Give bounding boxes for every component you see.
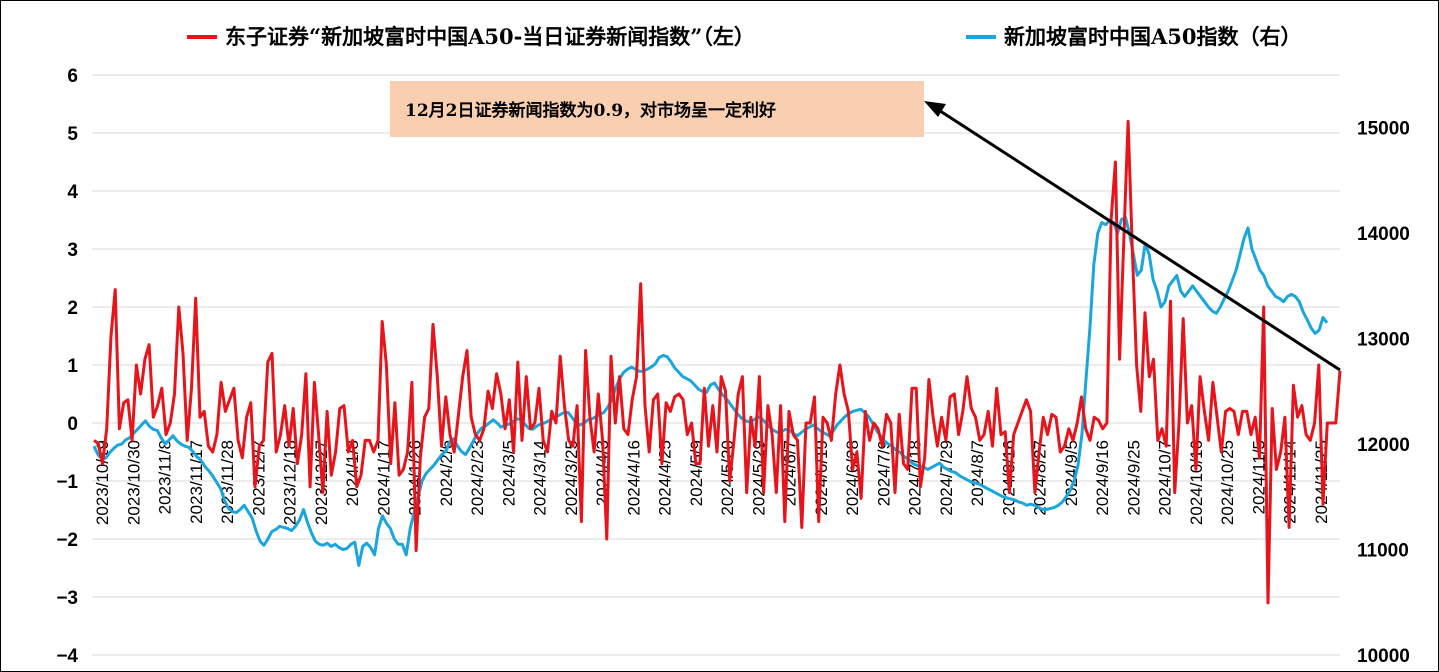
annotation-arrow-head bbox=[924, 101, 946, 117]
y-right-tick-label: 12000 bbox=[1357, 435, 1410, 456]
x-tick-label: 2024/3/25 bbox=[562, 440, 581, 516]
x-tick-label: 2024/4/16 bbox=[624, 440, 643, 516]
x-tick-label: 2024/2/23 bbox=[468, 440, 487, 516]
y-left-tick-label: 5 bbox=[67, 124, 78, 145]
annotation-box bbox=[390, 81, 924, 137]
series-line-news-index bbox=[93, 119, 1342, 605]
x-tick-label: 2024/7/29 bbox=[937, 440, 956, 516]
y-left-tick-label: 6 bbox=[67, 66, 78, 87]
y-axis-left: −4 −3 −2 −1 0 1 2 3 4 5 6 bbox=[56, 66, 78, 667]
y-right-tick-label: 14000 bbox=[1357, 224, 1410, 245]
y-left-tick-label: −2 bbox=[56, 530, 78, 551]
series-line-a50-index bbox=[92, 215, 1329, 567]
y-right-tick-label: 11000 bbox=[1357, 541, 1409, 562]
x-tick-label: 2024/7/9 bbox=[874, 440, 893, 506]
x-tick-label: 2023/10/19 bbox=[93, 440, 112, 525]
x-tick-label: 2024/1/8 bbox=[343, 440, 362, 506]
x-tick-label: 2024/11/5 bbox=[1249, 440, 1268, 514]
y-left-tick-label: −4 bbox=[56, 646, 78, 667]
y-left-tick-label: −1 bbox=[56, 472, 78, 493]
x-tick-label: 2024/10/7 bbox=[1156, 440, 1175, 516]
x-tick-label: 2024/5/9 bbox=[687, 440, 706, 506]
legend-label-a50-index: 新加坡富时中国A50指数（右） bbox=[1004, 24, 1302, 49]
x-tick-label: 2024/9/25 bbox=[1124, 440, 1143, 516]
x-tick-label: 2023/11/17 bbox=[187, 440, 206, 524]
y-right-tick-label: 13000 bbox=[1357, 330, 1410, 351]
annotation-text: 12月2日证券新闻指数为0.9，对市场呈一定利好 bbox=[405, 100, 776, 121]
x-axis-tick-labels: 2023/10/19 2023/10/30 2023/11/8 2023/11/17 2… bbox=[93, 440, 1331, 525]
x-tick-label: 2024/10/25 bbox=[1218, 440, 1237, 525]
legend-label-news-index: 东子证券“新加坡富时中国A50-当日证券新闻指数”（左） bbox=[225, 24, 755, 49]
y-right-tick-label: 15000 bbox=[1357, 119, 1410, 140]
x-tick-label: 2024/10/16 bbox=[1187, 440, 1206, 525]
annotation-arrow-line bbox=[933, 105, 1341, 372]
x-tick-label: 2024/9/5 bbox=[1062, 440, 1081, 506]
x-tick-label: 2023/11/28 bbox=[218, 440, 237, 524]
gridlines bbox=[92, 74, 1340, 656]
x-tick-label: 2023/10/30 bbox=[124, 440, 143, 525]
x-tick-label: 2024/8/27 bbox=[1031, 440, 1050, 516]
annotation: 12月2日证券新闻指数为0.9，对市场呈一定利好 bbox=[390, 81, 1341, 372]
x-tick-label: 2024/4/25 bbox=[656, 440, 675, 516]
x-tick-label: 2024/8/7 bbox=[968, 440, 987, 506]
y-left-tick-label: 2 bbox=[67, 298, 78, 319]
y-left-tick-label: 3 bbox=[67, 240, 78, 261]
x-tick-label: 2024/1/17 bbox=[374, 440, 393, 516]
x-tick-label: 2024/3/5 bbox=[499, 440, 518, 506]
x-tick-label: 2024/9/16 bbox=[1093, 440, 1112, 516]
legend: 东子证券“新加坡富时中国A50-当日证券新闻指数”（左） 新加坡富时中国A50指… bbox=[187, 24, 1302, 49]
x-tick-label: 2024/3/14 bbox=[531, 440, 550, 516]
y-axis-right: 10000 11000 12000 13000 14000 15000 bbox=[1357, 119, 1410, 667]
y-left-tick-label: 1 bbox=[67, 356, 78, 377]
y-right-tick-label: 10000 bbox=[1357, 646, 1410, 667]
y-left-tick-label: −3 bbox=[56, 588, 78, 609]
x-tick-label: 2023/12/18 bbox=[281, 440, 300, 525]
y-left-tick-label: 0 bbox=[67, 414, 78, 435]
y-left-tick-label: 4 bbox=[67, 182, 78, 203]
x-tick-label: 2023/11/8 bbox=[156, 440, 175, 514]
